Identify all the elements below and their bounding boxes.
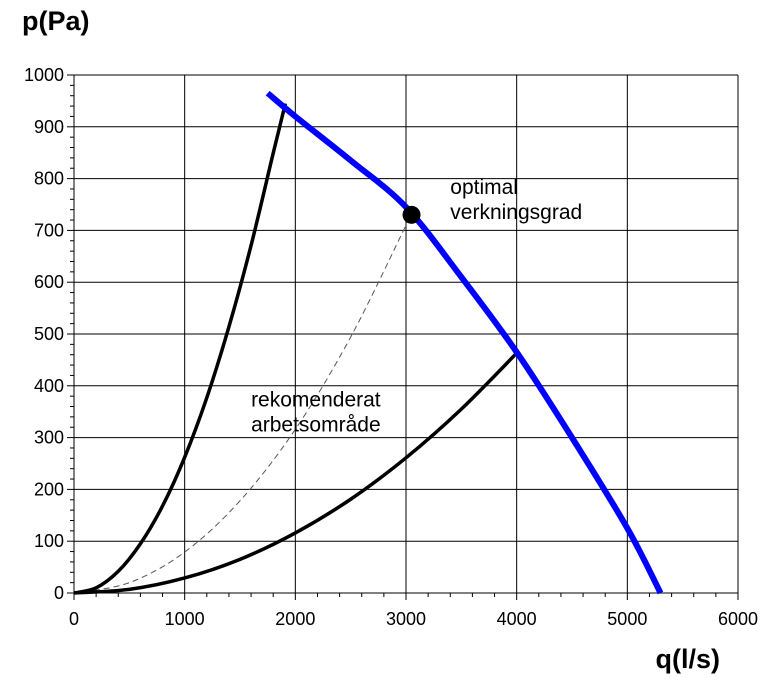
- annotations-layer: optimal verkningsgrad rekomenderat arbetsom…: [251, 176, 582, 436]
- y-tick-label: 300: [34, 428, 64, 448]
- grid: [73, 74, 739, 594]
- y-tick-label: 900: [34, 117, 64, 137]
- y-tick-label: 700: [34, 220, 64, 240]
- optimal-point-marker: [402, 205, 421, 224]
- ticks-layer: 0 100 200 300 400 500 600 700 800 900 1000 0 1000 200…: [24, 65, 758, 629]
- annotation-1: rekomenderat arbetsområde: [251, 389, 381, 437]
- annotation-line: verkningsgrad: [450, 201, 582, 224]
- x-tick-label: 3000: [386, 609, 426, 629]
- upper-system-curve-line: [73, 103, 288, 595]
- y-tick-label: 800: [34, 169, 64, 189]
- y-tick-label: 400: [34, 376, 64, 396]
- x-tick-label: 6000: [718, 609, 758, 629]
- y-tick-label: 100: [34, 531, 64, 551]
- y-tick-label: 1000: [24, 65, 64, 85]
- annotation-line: rekomenderat: [251, 389, 381, 412]
- x-tick-label: 4000: [497, 609, 537, 629]
- x-tick-label: 1000: [165, 609, 205, 629]
- series-layer: [73, 90, 664, 595]
- annotation-line: arbetsområde: [251, 414, 381, 437]
- y-tick-label: 600: [34, 272, 64, 292]
- y-tick-label: 500: [34, 324, 64, 344]
- y-tick-label: 0: [54, 583, 64, 603]
- points-layer: [402, 205, 421, 224]
- y-tick-label: 200: [34, 479, 64, 499]
- x-tick-label: 5000: [607, 609, 647, 629]
- annotation-line: optimal: [450, 176, 518, 199]
- fan-curve-line: [265, 90, 664, 595]
- x-tick-label: 0: [69, 609, 79, 629]
- annotation-0: optimal verkningsgrad: [450, 176, 582, 224]
- x-axis-title: q(l/s): [656, 644, 721, 674]
- lower-system-curve-line: [73, 351, 518, 595]
- y-axis-title: p(Pa): [22, 6, 90, 36]
- x-tick-label: 2000: [275, 609, 315, 629]
- optimal-system-curve-line: [73, 224, 407, 594]
